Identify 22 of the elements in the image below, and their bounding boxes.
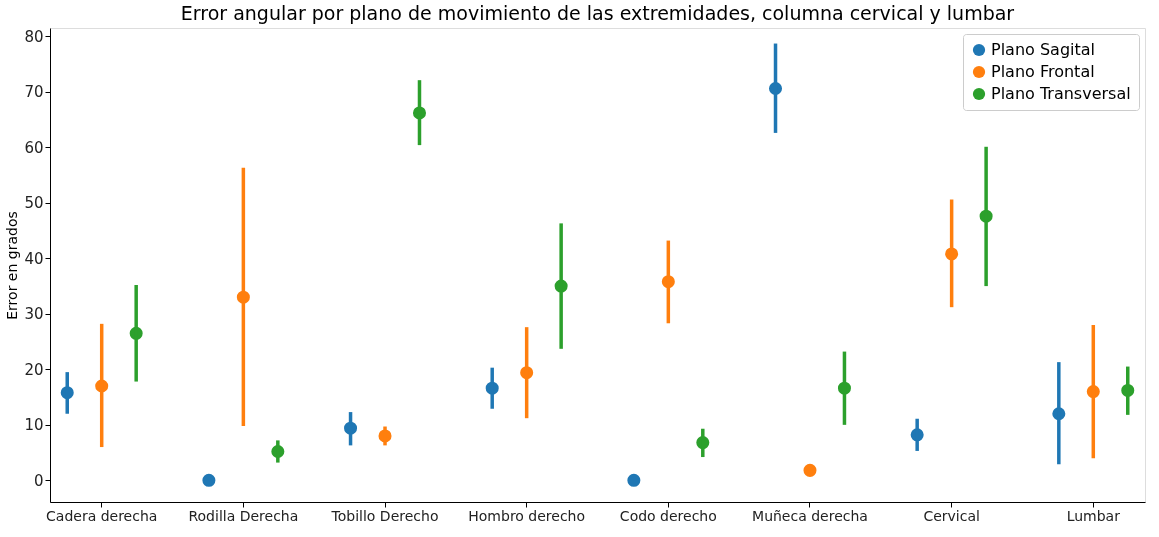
y-tick-label: 70 [24, 83, 44, 102]
x-tick-label: Cadera derecha [46, 507, 158, 524]
x-tick-label: Tobillo Derecho [330, 507, 439, 524]
legend-label: Plano Transversal [991, 84, 1131, 103]
y-tick-label: 60 [24, 138, 44, 157]
x-tick-label: Lumbar [1066, 507, 1121, 524]
y-tick-label: 0 [33, 471, 44, 490]
y-axis-title: Error en grados [4, 211, 21, 320]
y-tick-label: 80 [24, 27, 44, 46]
y-tick-label: 20 [24, 360, 44, 379]
x-tick-label: Cervical [923, 507, 980, 524]
y-tick-label: 40 [24, 249, 44, 268]
y-tick-label: 50 [24, 194, 44, 213]
y-tick-label: 30 [24, 305, 44, 324]
y-tick-label: 10 [24, 416, 44, 435]
x-tick-label: Hombro derecho [468, 507, 586, 524]
x-tick-label: Codo derecho [619, 507, 717, 524]
x-tick-label: Muñeca derecha [752, 507, 868, 524]
x-tick-label: Rodilla Derecha [188, 507, 299, 524]
chart-title: Error angular por plano de movimiento de las extremidades, columna cervical y lumbar [180, 2, 1015, 24]
legend-label: Plano Frontal [991, 62, 1095, 81]
legend-label: Plano Sagital [991, 40, 1095, 59]
